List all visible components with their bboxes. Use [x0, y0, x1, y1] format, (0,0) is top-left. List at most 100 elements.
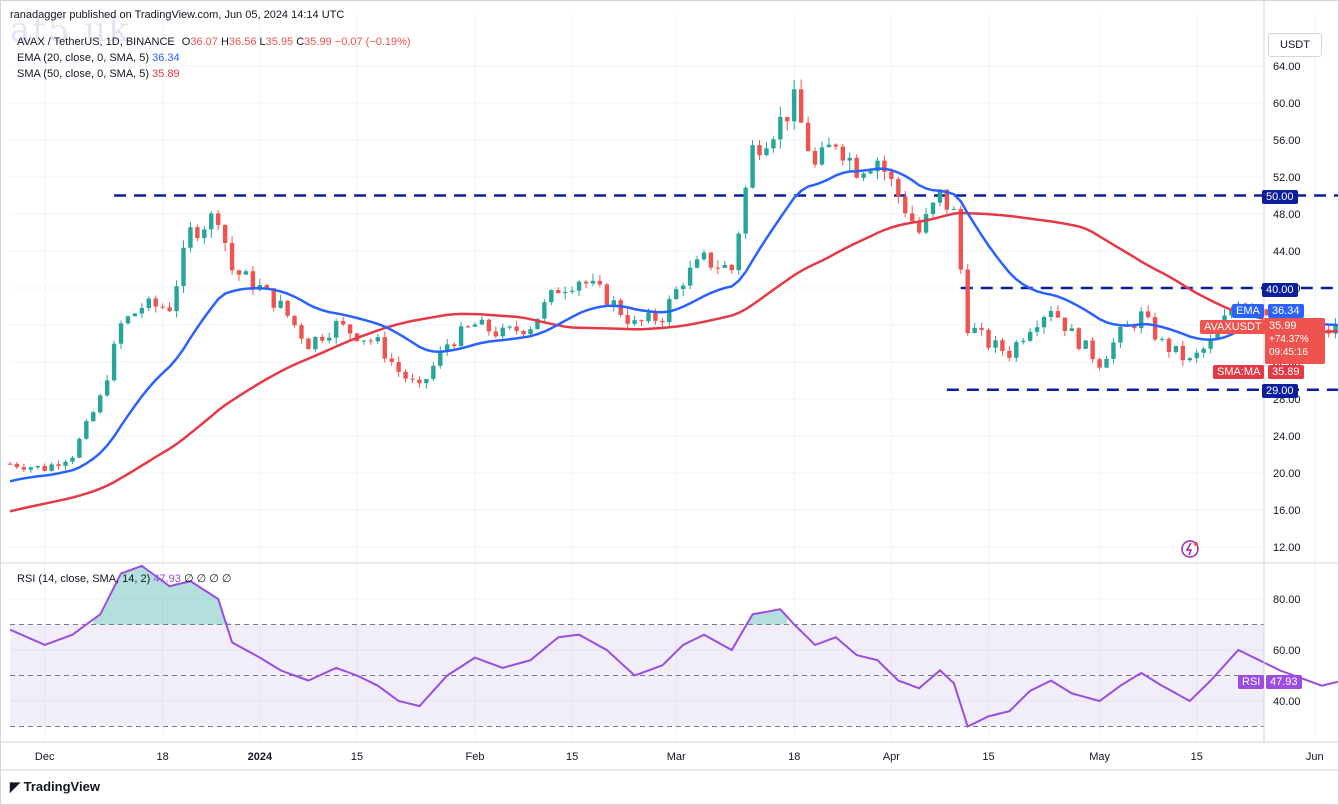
candle-body — [903, 196, 908, 214]
ohlc-legend: AVAX / TetherUS, 1D, BINANCE O36.07 H36.… — [17, 36, 411, 48]
candle-body — [70, 457, 75, 462]
price-tick-label: 16.00 — [1273, 505, 1301, 517]
candle-body — [757, 145, 762, 156]
candle-body — [125, 316, 131, 324]
candle-body — [528, 329, 533, 335]
candle-body — [708, 252, 714, 268]
x-tick-label: May — [1089, 751, 1110, 763]
candlestick-series — [7, 79, 1338, 473]
symbol-tag: AVAXUSDT — [1200, 320, 1266, 334]
candle-body — [56, 464, 61, 466]
candle-body — [445, 344, 450, 352]
candle-body — [1021, 340, 1026, 343]
candle-body — [264, 285, 269, 289]
candle-body — [278, 300, 283, 308]
rsi-legend[interactable]: RSI (14, close, SMA, 14, 2) 47.93 ∅ ∅ ∅ … — [17, 573, 232, 585]
candle-body — [826, 144, 832, 148]
rsi-tag: RSI — [1238, 675, 1265, 689]
candle-body — [646, 312, 651, 322]
candle-body — [1159, 338, 1165, 340]
x-tick-label: 15 — [566, 751, 578, 763]
candle-body — [1083, 340, 1088, 349]
candle-body — [35, 465, 40, 468]
candle-body — [465, 326, 471, 328]
candle-body — [1152, 317, 1158, 340]
candle-body — [722, 264, 728, 268]
candle-body — [174, 286, 179, 312]
candle-body — [243, 271, 249, 275]
candle-body — [236, 270, 242, 275]
x-tick-label: 15 — [982, 751, 994, 763]
candle-body — [375, 337, 381, 342]
candle-body — [132, 313, 138, 317]
price-tick-label: 52.00 — [1273, 172, 1301, 184]
candle-body — [1229, 309, 1234, 316]
sma-legend[interactable]: SMA (50, close, 0, SMA, 5) 35.89 — [17, 68, 180, 80]
level-40-label: 40.00 — [1262, 283, 1298, 297]
candle-body — [792, 89, 797, 122]
level-50-label: 50.00 — [1262, 190, 1298, 204]
candle-body — [222, 224, 228, 243]
candle-body — [28, 467, 34, 470]
candle-body — [868, 171, 873, 174]
candle-body — [1111, 342, 1116, 359]
currency-button[interactable]: USDT — [1268, 33, 1322, 57]
candle-body — [896, 179, 901, 197]
candle-body — [250, 271, 256, 290]
rsi-value-tag: 47.93 — [1266, 675, 1302, 689]
candle-body — [195, 227, 200, 239]
candle-body — [1333, 323, 1338, 334]
candle-body — [368, 340, 374, 342]
candle-body — [361, 340, 367, 342]
candle-body — [306, 338, 311, 350]
candle-body — [327, 337, 332, 341]
candle-body — [785, 116, 790, 122]
candle-body — [958, 209, 963, 270]
candle-body — [111, 343, 117, 381]
rsi-overbought-fill — [93, 565, 788, 625]
sma-price-tag: 35.89 — [1268, 365, 1304, 379]
candle-body — [715, 267, 721, 269]
candle-body — [438, 351, 443, 366]
candle-body — [139, 308, 145, 314]
candle-body — [1062, 317, 1068, 332]
low-value: 35.95 — [265, 36, 294, 48]
candle-body — [597, 280, 603, 285]
candle-body — [1187, 358, 1192, 361]
candle-body — [396, 362, 401, 372]
rsi-tick-label: 40.00 — [1273, 696, 1301, 708]
x-tick-label: Mar — [667, 751, 686, 763]
candle-body — [1007, 350, 1012, 358]
lightning-icon — [1181, 540, 1199, 558]
candle-body — [653, 312, 658, 321]
candle-body — [42, 465, 47, 471]
candle-body — [451, 344, 457, 347]
candle-body — [889, 171, 894, 180]
candle-body — [660, 320, 665, 323]
rsi-line — [9, 564, 1339, 728]
candle-body — [590, 280, 596, 284]
candle-body — [1055, 311, 1061, 318]
candle-body — [160, 306, 165, 308]
candle-body — [972, 327, 977, 334]
candle-body — [1208, 339, 1213, 349]
candle-body — [493, 331, 498, 337]
candle-body — [639, 320, 644, 322]
candle-body — [479, 319, 485, 325]
price-tick-label: 64.00 — [1273, 61, 1301, 73]
candle-body — [313, 336, 318, 350]
x-tick-label: Apr — [883, 751, 900, 763]
candle-body — [798, 89, 804, 123]
candle-body — [569, 290, 575, 292]
candle-body — [1076, 328, 1081, 349]
candle-body — [514, 326, 519, 331]
candle-body — [729, 264, 734, 271]
price-tick-label: 44.00 — [1273, 246, 1301, 258]
tradingview-logo[interactable]: ◤ TradingView — [10, 779, 100, 794]
candle-body — [146, 298, 151, 309]
ema-legend[interactable]: EMA (20, close, 0, SMA, 5) 36.34 — [17, 52, 180, 64]
x-tick-label: 2024 — [248, 751, 273, 763]
candle-body — [833, 144, 839, 147]
tv-logo-icon: ◤ — [10, 779, 24, 794]
